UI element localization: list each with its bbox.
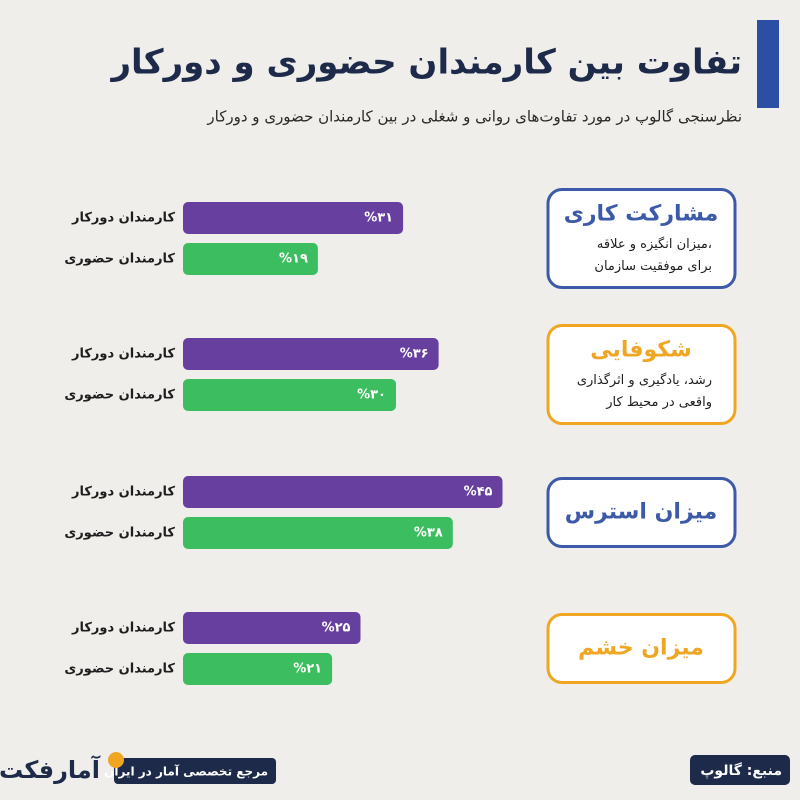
bar xyxy=(183,612,361,644)
tagline: مرجع تخصصی آمار در ایران xyxy=(104,764,268,779)
logo: آمارفکت xyxy=(0,755,101,784)
value-label: %۳۸ xyxy=(414,526,443,541)
bar xyxy=(183,338,439,370)
value-label: %۴۵ xyxy=(464,485,493,500)
series-label: کارمندان دورکار xyxy=(71,211,175,226)
series-label: کارمندان دورکار xyxy=(71,347,175,362)
value-label: %۱۹ xyxy=(279,252,308,267)
category-title: مشارکت کاری xyxy=(564,202,719,227)
tagline-box xyxy=(114,758,276,784)
source-box xyxy=(690,755,790,785)
category-description: رشد، یادگیری و اثرگذاری xyxy=(577,372,712,388)
category-title: شکوفایی xyxy=(590,338,691,363)
bar xyxy=(183,476,503,508)
category-box xyxy=(546,324,737,425)
category-box xyxy=(546,613,737,684)
series-label: کارمندان دورکار xyxy=(71,485,175,500)
title-accent xyxy=(757,20,779,108)
category-description: برای موفقیت سازمان xyxy=(594,259,712,274)
bar xyxy=(183,379,396,411)
bar xyxy=(183,202,404,234)
value-label: %۳۰ xyxy=(357,388,386,403)
category-box xyxy=(546,477,737,548)
title: تفاوت بین کارمندان حضوری و دورکار xyxy=(109,43,742,83)
plot: کارمندان دورکار %۳۱ کارمندان حضوری %۱۹ مشارک… xyxy=(64,188,737,685)
category-description: میزان انگیزه و علاقه، xyxy=(597,236,712,252)
category-title: میزان استرس xyxy=(565,500,717,525)
series-label: کارمندان حضوری xyxy=(64,662,175,677)
value-label: %۳۱ xyxy=(364,211,393,226)
bar xyxy=(183,243,318,275)
subtitle: نظرسنجی گالوپ در مورد تفاوت‌های روانی و … xyxy=(206,108,742,126)
value-label: %۲۱ xyxy=(293,662,322,677)
value-label: %۲۵ xyxy=(322,621,351,636)
bar xyxy=(183,517,453,549)
series-label: کارمندان حضوری xyxy=(64,526,175,541)
series-label: کارمندان دورکار xyxy=(71,621,175,636)
category-title: میزان خشم xyxy=(578,636,704,661)
series-label: کارمندان حضوری xyxy=(64,388,175,403)
bar xyxy=(183,653,333,685)
source: منبع: گالوپ xyxy=(700,762,782,779)
category-description: واقعی در محیط کار xyxy=(605,395,712,410)
series-label: کارمندان حضوری xyxy=(64,252,175,267)
value-label: %۳۶ xyxy=(400,347,429,362)
logo-icon xyxy=(108,752,124,768)
category-box xyxy=(546,188,737,289)
